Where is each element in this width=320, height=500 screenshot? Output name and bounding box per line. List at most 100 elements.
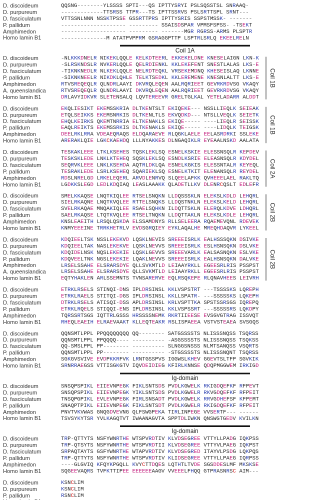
residues: D xyxy=(178,437,181,443)
residues: TS xyxy=(136,213,142,219)
residues: E xyxy=(119,307,122,313)
residues: K xyxy=(256,113,260,119)
sequence: PNVTVKVWAS GNQGDVEVNG QLFSWGPEKA TIRLINP… xyxy=(61,410,259,416)
residues: R xyxy=(74,126,78,132)
residues: QL xyxy=(71,320,77,326)
residues: E xyxy=(61,288,64,294)
residues: E xyxy=(71,270,74,276)
residues: Q SQA xyxy=(126,169,143,175)
residues: L xyxy=(207,200,210,206)
side-label: Coil 2A xyxy=(268,159,274,178)
residues: DD xyxy=(249,95,255,101)
residues: FI xyxy=(129,397,139,403)
residues: E xyxy=(210,139,213,145)
residues: S xyxy=(194,313,197,319)
sequence: EQTYHAKLEN ARLSSEMNTS TVNSARERVE EQLRSQK… xyxy=(61,276,259,282)
residues: LTGL xyxy=(181,95,194,101)
residues: K xyxy=(256,106,260,112)
residues: H xyxy=(191,469,194,475)
residues: E xyxy=(210,95,213,101)
residues: LAAYI xyxy=(116,88,135,94)
residues: LQ xyxy=(210,36,220,42)
residues: FI xyxy=(171,363,177,369)
residues: S xyxy=(68,150,71,156)
residues: ---- xyxy=(204,119,217,125)
residues: R xyxy=(90,416,94,422)
residues: DE xyxy=(74,250,80,256)
residues: K xyxy=(90,257,94,263)
residues: QL xyxy=(149,82,155,88)
residues: SIV xyxy=(243,237,253,243)
residues: L xyxy=(100,320,103,326)
species-name: Homo lamin B1 xyxy=(3,226,41,232)
residues: E xyxy=(152,257,155,263)
residues: TQ xyxy=(61,313,67,319)
residues: A xyxy=(216,29,220,35)
residues: E xyxy=(220,219,223,225)
residues: A xyxy=(155,320,159,326)
residues: E xyxy=(80,363,83,369)
residues: LS STINQI xyxy=(87,288,116,294)
residues: - xyxy=(116,300,119,306)
sequence: ARERAKLQIE LGKCKAEHDQ LLLNYAKKES DLNGAQI… xyxy=(61,139,260,145)
residues: E xyxy=(210,82,213,88)
residues: SN xyxy=(64,487,70,493)
residues: R xyxy=(239,390,243,396)
residues: E xyxy=(155,88,158,94)
residues: K xyxy=(149,270,153,276)
residues: R xyxy=(155,36,159,42)
residues: K xyxy=(90,250,94,256)
residues: EEE xyxy=(74,226,84,232)
residues: E xyxy=(171,270,174,276)
residues: ASLAAA xyxy=(139,182,159,188)
residues: G IQ xyxy=(233,443,246,449)
residues: R xyxy=(145,82,149,88)
residues: LSSA xyxy=(74,270,88,276)
residues: V xyxy=(162,95,166,101)
residues: R xyxy=(191,456,195,462)
residues: NL xyxy=(64,56,70,62)
residues: R xyxy=(171,244,175,250)
residues: M xyxy=(191,69,194,75)
residues: NLTLS xyxy=(149,113,168,119)
residues: R xyxy=(64,456,68,462)
sequence: KNSLEAEITH LRSQLQSKDA ELSSAMDNYS RLLSELE… xyxy=(61,219,260,225)
residues: K xyxy=(110,156,114,162)
residues: EE xyxy=(123,213,129,219)
residues: LI xyxy=(171,456,177,462)
residues: M xyxy=(200,226,206,232)
residues: SS TTP xyxy=(116,10,135,16)
residues: K xyxy=(142,106,146,112)
residues: TVS xyxy=(64,88,74,94)
residues: Q xyxy=(113,132,116,138)
residues: R xyxy=(220,263,224,269)
residues: SI xyxy=(61,200,67,206)
species-name: P. pallidum xyxy=(3,351,30,357)
residues: D xyxy=(174,207,177,213)
sequence: QQ-SMSLPPL PP-------- ---------- SLNGGSN… xyxy=(61,344,258,350)
residues: - xyxy=(252,56,255,62)
residues: G xyxy=(123,390,126,396)
residues: D xyxy=(119,300,122,306)
residues: IT xyxy=(252,390,259,396)
residues: R xyxy=(191,437,195,443)
residues: K xyxy=(77,410,81,416)
residues: D xyxy=(123,219,126,225)
residues: D xyxy=(152,363,155,369)
residues: NA xyxy=(149,119,156,125)
residues: D xyxy=(142,176,145,182)
residues: Q xyxy=(249,200,252,206)
residues: IG xyxy=(210,384,216,390)
residues: L xyxy=(223,263,226,269)
residues: - xyxy=(213,29,216,35)
species-name: Homo lamin B1 xyxy=(3,469,41,475)
residues: A VSTVST xyxy=(197,320,224,326)
residues: K xyxy=(249,338,253,344)
residues: SS APL xyxy=(123,300,142,306)
residues: D xyxy=(119,294,122,300)
residues: E xyxy=(158,462,161,468)
residues: E xyxy=(110,69,113,75)
residues: K xyxy=(77,163,81,169)
residues: R xyxy=(145,69,149,75)
residues: SSSSS xyxy=(213,307,229,313)
